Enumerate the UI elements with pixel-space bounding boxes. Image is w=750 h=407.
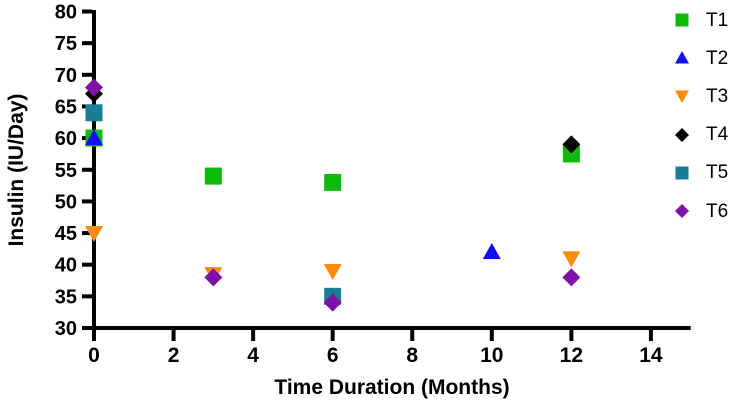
marker-t6: [562, 268, 581, 287]
y-tick-label: 45: [55, 223, 77, 245]
legend: T1 T2 T3 T4 T5 T6: [672, 0, 750, 240]
x-tick: [489, 330, 494, 341]
x-tick-label: 6: [327, 344, 339, 367]
y-tick: [82, 262, 92, 267]
y-tick-label: 75: [55, 33, 77, 55]
y-tick-label: 35: [55, 286, 77, 308]
marker-t3: [562, 251, 581, 268]
marker-t2: [482, 243, 501, 260]
legend-marker-t1: [675, 13, 689, 27]
legend-label-t2: T2: [706, 47, 729, 69]
y-tick-label: 50: [55, 191, 77, 213]
legend-item-t1: T1: [672, 10, 728, 30]
x-tick-label: 12: [560, 344, 583, 367]
x-tick-label: 8: [406, 344, 418, 367]
x-tick: [330, 330, 335, 341]
y-tick-label: 55: [55, 160, 77, 182]
legend-item-t2: T2: [672, 48, 728, 68]
legend-marker-t2: [675, 51, 689, 64]
legend-item-t4: T4: [672, 125, 728, 145]
legend-label-t3: T3: [706, 85, 729, 107]
marker-t6: [323, 293, 342, 312]
diamond-icon: [675, 127, 689, 142]
marker-t2: [85, 129, 103, 146]
legend-item-t5: T5: [672, 163, 728, 183]
legend-label-t6: T6: [706, 200, 729, 222]
diamond-icon: [675, 204, 689, 218]
x-tick-label: 0: [88, 344, 100, 367]
x-tick-label: 10: [480, 344, 503, 367]
legend-marker-t3: [675, 90, 689, 104]
legend-item-t6: T6: [672, 201, 728, 221]
x-axis-title: Time Duration (Months): [274, 376, 510, 399]
marker-t1: [204, 167, 222, 185]
y-tick: [82, 199, 92, 204]
marker-t6: [85, 78, 103, 97]
legend-marker-t5: [675, 166, 689, 180]
square-icon: [675, 13, 689, 27]
x-tick: [569, 330, 574, 341]
marker-t3: [85, 226, 103, 243]
y-tick-label: 40: [55, 255, 77, 277]
marker-t3: [323, 264, 342, 281]
y-tick-label: 65: [55, 96, 77, 118]
y-tick: [82, 41, 92, 46]
legend-label-t5: T5: [706, 162, 729, 184]
legend-item-t3: T3: [672, 86, 728, 106]
x-tick-label: 2: [168, 344, 180, 367]
marker-t4: [562, 135, 581, 154]
y-tick-label: 70: [55, 65, 77, 87]
y-axis-spine: [92, 10, 96, 330]
x-tick: [92, 330, 96, 341]
x-tick-label: 4: [247, 344, 259, 367]
x-tick: [251, 330, 256, 341]
triangle-down-icon: [675, 90, 689, 104]
y-tick: [82, 9, 92, 14]
y-tick: [82, 294, 92, 299]
x-tick: [410, 330, 415, 341]
marker-t6: [204, 268, 223, 287]
y-tick: [82, 167, 92, 172]
legend-marker-t6: [675, 204, 689, 218]
legend-label-t1: T1: [706, 9, 729, 31]
square-icon: [675, 166, 689, 180]
y-axis-title: Insulin (IU/Day): [5, 93, 28, 247]
y-tick-label: 30: [55, 318, 77, 340]
y-tick-label: 60: [55, 128, 77, 150]
x-tick: [171, 330, 176, 341]
triangle-up-icon: [675, 51, 689, 64]
marker-t5: [85, 104, 103, 122]
y-tick: [82, 326, 92, 330]
y-tick: [82, 72, 92, 77]
x-tick-label: 14: [639, 344, 663, 367]
marker-t1: [562, 145, 580, 163]
legend-label-t4: T4: [706, 124, 729, 146]
x-tick: [648, 330, 653, 341]
y-tick: [82, 231, 92, 236]
marker-t1: [324, 173, 342, 191]
y-tick-label: 80: [55, 2, 77, 24]
x-axis-spine: [92, 326, 691, 330]
legend-marker-t4: [675, 127, 689, 142]
